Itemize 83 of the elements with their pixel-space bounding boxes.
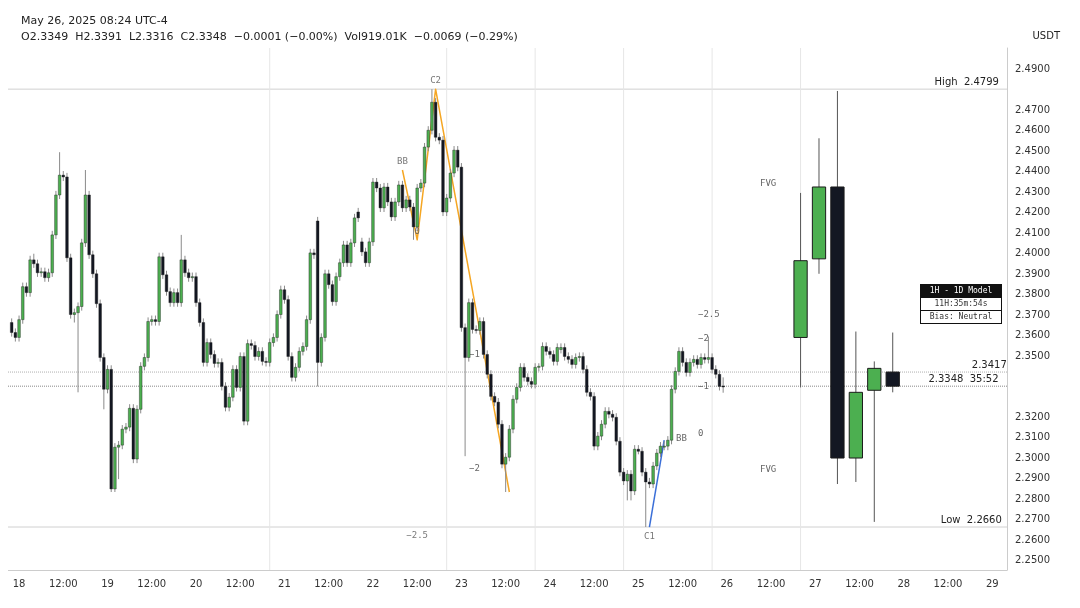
annotation: Bias: Neutral bbox=[921, 310, 1001, 323]
y-tick-label: 2.4100 bbox=[1015, 226, 1050, 238]
y-tick-label: 2.3800 bbox=[1015, 288, 1050, 300]
x-tick-label: 12:00 bbox=[845, 577, 874, 589]
candlestick bbox=[885, 332, 900, 393]
x-tick-label: 12:00 bbox=[579, 577, 609, 589]
annotation: −2 bbox=[469, 462, 480, 473]
y-tick-label: 2.2800 bbox=[1015, 492, 1050, 504]
y-tick-label: 2.3200 bbox=[1015, 410, 1050, 422]
x-tick-label: 21 bbox=[278, 577, 291, 589]
x-tick-label: 12:00 bbox=[756, 577, 786, 589]
candlestick bbox=[699, 352, 703, 370]
y-tick-label: 2.4900 bbox=[1015, 62, 1050, 74]
candlestick bbox=[345, 240, 349, 268]
y-tick-label: 2.4200 bbox=[1015, 206, 1050, 218]
candlestick bbox=[43, 267, 47, 283]
annotation: 11H:35m:54s bbox=[921, 297, 1001, 310]
x-tick-label: 12:00 bbox=[491, 577, 521, 589]
y-tick-label: 2.2900 bbox=[1015, 472, 1050, 484]
x-tick-label: 20 bbox=[189, 577, 203, 589]
y-tick-label: 2.4600 bbox=[1015, 124, 1050, 136]
candlestick bbox=[400, 180, 404, 213]
x-tick-label: 12:00 bbox=[225, 577, 255, 589]
y-tick-label: 2.4400 bbox=[1015, 165, 1050, 177]
candlestick bbox=[382, 182, 386, 213]
chart-title: May 26, 2025 08:24 UTC-4 bbox=[21, 14, 168, 27]
annotation: 1H - 1D Model bbox=[921, 285, 1001, 297]
y-tick-label: 2.3700 bbox=[1015, 308, 1050, 320]
x-tick-label: 12:00 bbox=[137, 577, 167, 589]
x-tick-label: 25 bbox=[632, 577, 645, 589]
y-tick-label: 2.3500 bbox=[1015, 349, 1050, 361]
annotation: −1 bbox=[698, 380, 709, 391]
y-tick-label: 2.4500 bbox=[1015, 144, 1050, 156]
annotation: −1 bbox=[469, 348, 480, 359]
x-tick-label: 26 bbox=[720, 577, 734, 589]
annotation: BB bbox=[397, 156, 408, 166]
x-tick-label: 18 bbox=[12, 577, 26, 589]
chart-subtitle: O2.3349 H2.3391 L2.3316 C2.3348 −0.0001 (−0.00%) Vol919.01K −0.0069 (−0.29%) bbox=[21, 30, 518, 43]
y-tick-label: 2.3900 bbox=[1015, 267, 1050, 279]
annotation: −2.5 bbox=[698, 308, 720, 319]
ref-line-label: Low 2.2660 bbox=[940, 513, 1002, 525]
y-tick-label: 2.2700 bbox=[1015, 513, 1050, 525]
annotation: −2.5 bbox=[406, 529, 429, 540]
annotation: −2 bbox=[698, 332, 709, 343]
x-tick-label: 22 bbox=[366, 577, 380, 589]
candlestick bbox=[570, 354, 574, 370]
x-tick-label: 28 bbox=[897, 577, 911, 589]
candlestick bbox=[10, 317, 14, 338]
ref-line-label: 2.3348 35:52 bbox=[928, 372, 999, 384]
y-tick-label: 2.3100 bbox=[1015, 431, 1050, 443]
annotation: C2 bbox=[430, 75, 442, 86]
y-tick-label: 2.4000 bbox=[1015, 247, 1050, 259]
annotation: 0 bbox=[698, 427, 704, 438]
y-tick-label: 2.3600 bbox=[1015, 329, 1050, 341]
annotation: BB bbox=[676, 432, 687, 443]
y-tick-label: 2.2600 bbox=[1015, 533, 1050, 545]
candlestick bbox=[268, 337, 272, 368]
x-tick-label: 27 bbox=[808, 577, 822, 589]
x-tick-label: 23 bbox=[455, 577, 468, 589]
x-tick-label: 12:00 bbox=[933, 577, 963, 589]
annotation: 0 bbox=[414, 225, 420, 236]
x-tick-label: 12:00 bbox=[668, 577, 698, 589]
annotation: FVG bbox=[760, 463, 777, 474]
y-tick-label: 2.2500 bbox=[1015, 554, 1050, 566]
candlestick bbox=[867, 360, 882, 523]
x-tick-label: 29 bbox=[985, 577, 999, 589]
y-tick-label: 2.3000 bbox=[1015, 451, 1050, 463]
annotation: C1 bbox=[644, 531, 655, 542]
candlestick bbox=[172, 288, 176, 308]
y-tick-label: 2.4700 bbox=[1015, 103, 1050, 115]
ref-line-label: 2.3417 bbox=[971, 358, 1007, 370]
annotation: FVG bbox=[760, 177, 777, 188]
info-panel: 1H - 1D Model 11H:35m:54s Bias: Neutral bbox=[920, 284, 1002, 324]
x-tick-label: 12:00 bbox=[48, 577, 78, 589]
candlestick bbox=[688, 357, 692, 378]
x-tick-label: 24 bbox=[543, 577, 557, 589]
x-tick-label: 12:00 bbox=[314, 577, 344, 589]
y-axis-title: USDT bbox=[1032, 29, 1061, 41]
y-tick-label: 2.4300 bbox=[1015, 185, 1050, 197]
x-tick-label: 12:00 bbox=[402, 577, 432, 589]
x-tick-label: 19 bbox=[101, 577, 114, 589]
candlestick bbox=[253, 340, 257, 362]
ref-line-label: High 2.4799 bbox=[934, 75, 999, 87]
